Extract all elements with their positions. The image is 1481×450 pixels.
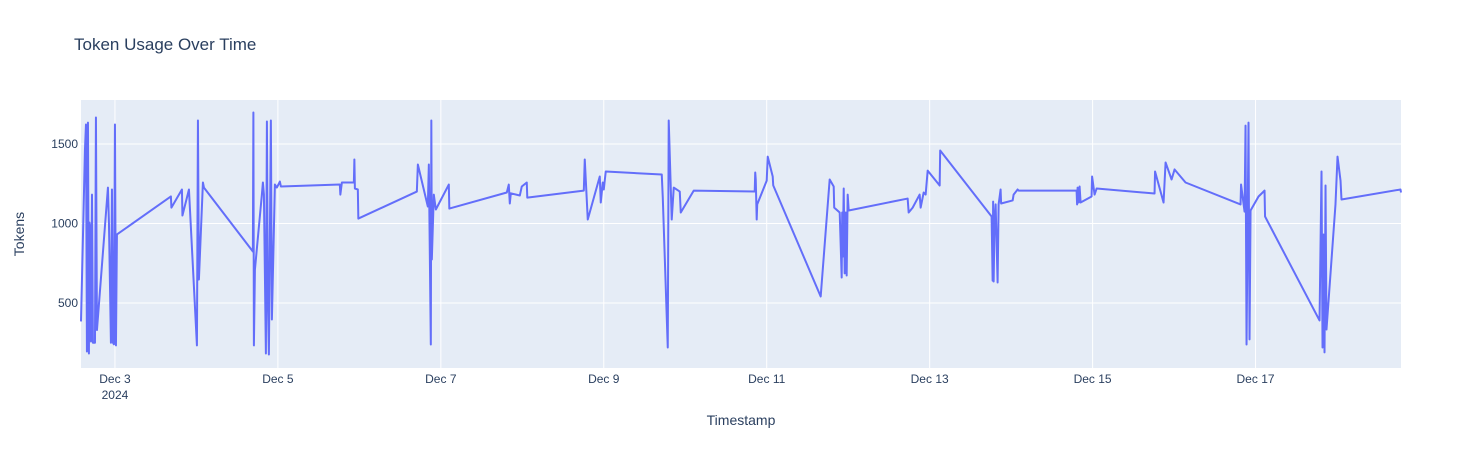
x-tick-label: Dec 15 (1074, 372, 1112, 386)
x-tick-label: Dec 3 (99, 372, 131, 386)
x-tick-label: Dec 13 (911, 372, 949, 386)
y-tick-label: 500 (58, 296, 78, 310)
x-tick-label: Dec 17 (1237, 372, 1275, 386)
x-tick-year: 2024 (102, 388, 129, 402)
y-tick-label: 1500 (51, 137, 78, 151)
x-tick-label: Dec 9 (588, 372, 620, 386)
x-tick-label: Dec 11 (748, 372, 785, 386)
y-axis-title: Tokens (11, 212, 27, 256)
plot-area (81, 100, 1401, 368)
x-tick-label: Dec 5 (262, 372, 294, 386)
chart-title: Token Usage Over Time (74, 35, 256, 54)
x-tick-label: Dec 7 (425, 372, 457, 386)
x-axis-title: Timestamp (707, 412, 776, 428)
data-line (80, 111, 1402, 356)
y-tick-label: 1000 (51, 217, 78, 231)
